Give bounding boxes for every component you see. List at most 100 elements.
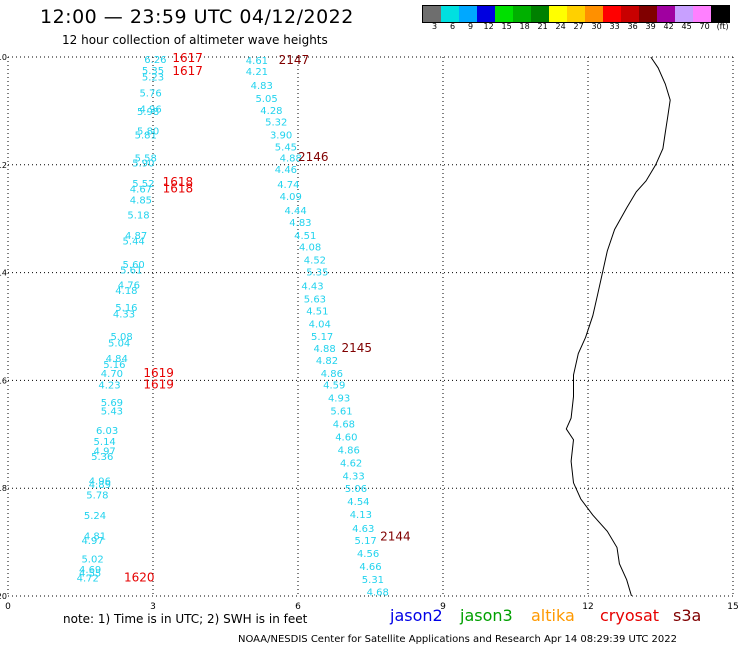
wave-height-label: 4.70 — [101, 369, 123, 380]
wave-height-label: 4.82 — [316, 356, 338, 367]
x-tick-label: 15 — [727, 602, 738, 612]
wave-height-label: 4.13 — [350, 510, 372, 521]
chart-title: 12:00 — 23:59 UTC 04/12/2022 — [40, 6, 354, 28]
wave-height-label: 4.51 — [294, 231, 316, 242]
wave-height-label: 5.76 — [139, 89, 161, 100]
wave-height-label: 5.18 — [127, 210, 149, 221]
wave-height-label: 5.43 — [101, 407, 123, 418]
wave-height-label: 4.43 — [301, 282, 323, 293]
wave-height-label: 4.44 — [284, 206, 306, 217]
time-label: 1620 — [124, 571, 155, 585]
wave-height-label: 5.36 — [91, 452, 113, 463]
color-swatch — [621, 6, 639, 22]
wave-height-label: 4.60 — [335, 432, 357, 443]
color-scale-bar — [422, 5, 730, 23]
coastline — [565, 56, 671, 597]
wave-height-label: 5.61 — [120, 265, 142, 276]
color-scale-label: 30 — [591, 22, 602, 31]
wave-height-label: 5.31 — [362, 575, 384, 586]
wave-height-label: 5.69 — [101, 398, 123, 409]
wave-height-label: 4.54 — [347, 497, 369, 508]
wave-height-label: 3.90 — [270, 131, 292, 142]
y-tick-label: -14 — [0, 269, 7, 278]
wave-height-label: 4.55 — [79, 568, 101, 579]
wave-height-label: 5.80 — [137, 126, 159, 137]
color-swatch — [585, 6, 603, 22]
wave-height-label: 4.56 — [357, 549, 379, 560]
time-label: 1618 — [163, 175, 194, 189]
wave-height-label: 4.97 — [81, 536, 103, 547]
color-swatch — [657, 6, 675, 22]
wave-height-label: 4.08 — [299, 243, 321, 254]
wave-height-label: 5.90 — [132, 159, 154, 170]
wave-height-label: 4.18 — [115, 286, 137, 297]
color-swatch — [477, 6, 495, 22]
wave-height-label: 4.83 — [289, 218, 311, 229]
wave-height-label: 4.46 — [275, 165, 297, 176]
time-label: 2146 — [298, 150, 329, 164]
wave-height-label: 4.89 — [89, 480, 111, 491]
y-tick-label: -10 — [0, 53, 7, 62]
wave-height-label: 5.45 — [275, 142, 297, 153]
wave-height-label: 4.88 — [313, 344, 335, 355]
wave-height-label: 4.68 — [367, 588, 389, 599]
wave-height-label: 5.08 — [110, 332, 132, 343]
time-label: 2144 — [380, 530, 411, 544]
wave-height-label: 4.52 — [304, 256, 326, 267]
wave-height-label: 5.60 — [123, 260, 145, 271]
wave-height-label: 5.44 — [123, 236, 145, 247]
wave-height-label: 4.66 — [359, 562, 381, 573]
wave-height-label: 4.84 — [106, 354, 128, 365]
wave-height-label: 4.86 — [338, 445, 360, 456]
time-label: 1617 — [172, 64, 203, 78]
wave-height-label: 5.58 — [135, 153, 157, 164]
legend-altika: altika — [531, 606, 575, 625]
wave-height-label: 4.97 — [94, 446, 116, 457]
color-swatch — [549, 6, 567, 22]
wave-height-label: 4.69 — [79, 565, 101, 576]
wave-height-label: 4.33 — [342, 471, 364, 482]
wave-height-label: 5.16 — [115, 303, 137, 314]
wave-height-label: 5.52 — [132, 179, 154, 190]
time-label: 2145 — [342, 341, 373, 355]
color-scale-label: 45 — [681, 22, 692, 31]
color-scale-label: 70 — [699, 22, 710, 31]
color-swatch — [531, 6, 549, 22]
color-swatch — [459, 6, 477, 22]
time-label: 1619 — [143, 378, 174, 392]
color-scale-label: 9 — [468, 22, 474, 31]
y-tick-label: -20 — [0, 592, 7, 601]
color-scale-label: 6 — [450, 22, 456, 31]
wave-height-label: 5.61 — [330, 407, 352, 418]
x-tick-label: 3 — [150, 602, 156, 612]
color-swatch — [675, 6, 693, 22]
legend-jason2: jason2 — [390, 606, 443, 625]
wave-height-label: 4.96 — [139, 105, 161, 116]
wave-height-label: 5.81 — [135, 131, 157, 142]
color-scale-label: 15 — [501, 22, 512, 31]
wave-height-label: 5.14 — [94, 437, 116, 448]
time-label: 2147 — [279, 53, 310, 67]
wave-height-label: 4.21 — [246, 67, 268, 78]
y-tick-label: -12 — [0, 161, 7, 170]
legend-cryosat: cryosat — [600, 606, 660, 625]
y-tick-label: -18 — [0, 484, 7, 493]
wave-height-label: 5.23 — [142, 72, 164, 83]
color-scale-label: 12 — [483, 22, 494, 31]
color-swatch — [639, 6, 657, 22]
x-tick-label: 9 — [440, 602, 446, 612]
wave-height-label: 5.06 — [345, 484, 367, 495]
color-scale-label: (ft) — [716, 22, 729, 31]
wave-height-label: 5.35 — [306, 268, 328, 279]
wave-height-label: 4.59 — [323, 381, 345, 392]
wave-height-label: 4.85 — [130, 195, 152, 206]
legend-s3a: s3a — [673, 606, 702, 625]
wave-height-label: 4.04 — [309, 319, 331, 330]
time-label: 1617 — [172, 51, 203, 65]
wave-height-label: 4.23 — [98, 381, 120, 392]
wave-height-label: 4.86 — [321, 369, 343, 380]
color-scale-label: 39 — [645, 22, 656, 31]
color-scale-label: 3 — [432, 22, 438, 31]
color-swatch — [693, 6, 711, 22]
